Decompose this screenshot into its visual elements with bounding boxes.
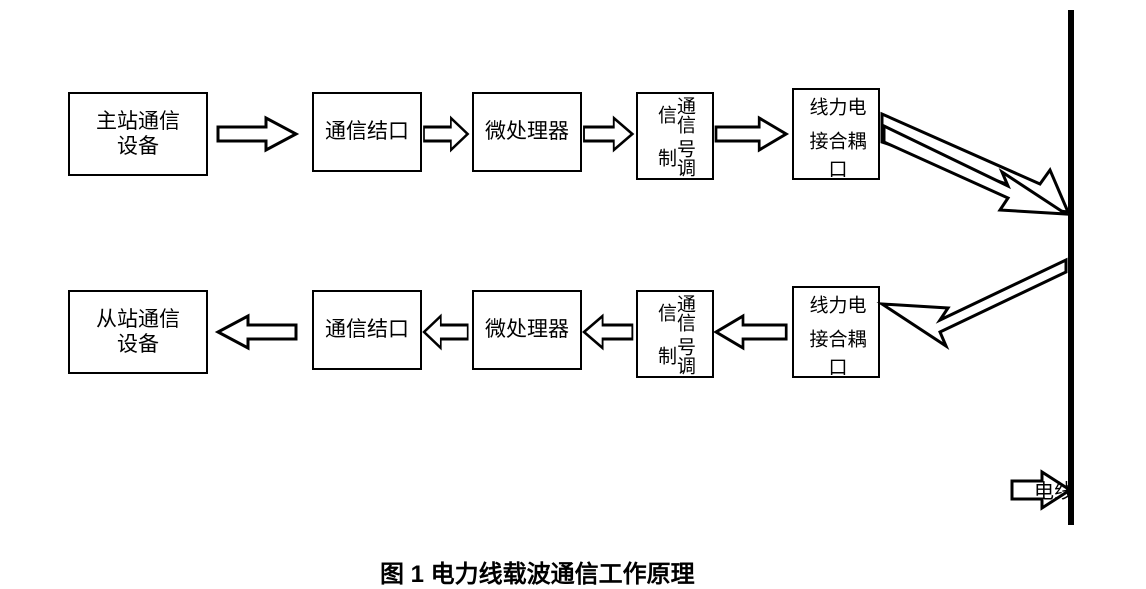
node-label-vertical: 通信信 号调制 bbox=[656, 292, 694, 376]
diagram-container: 主站通信 设备 通信结口 微处理器 通信信 号调制 电力线 耦合接 口 从站通信… bbox=[0, 0, 1146, 588]
node-coupler-2: 电力线 耦合接 口 bbox=[792, 286, 880, 378]
node-master-comm: 主站通信 设备 bbox=[68, 92, 208, 176]
node-label-vertical: 通信信 号调制 bbox=[656, 94, 694, 178]
figure-caption: 图 1 电力线载波通信工作原理 bbox=[380, 554, 695, 589]
node-mod-2: 通信信 号调制 bbox=[636, 290, 714, 378]
arrow-bottom-diag bbox=[882, 260, 1066, 346]
arrow-bot-1 bbox=[218, 316, 296, 348]
arrow-diag-top bbox=[884, 124, 1068, 214]
node-label: 通信结口 bbox=[325, 317, 409, 342]
node-mcu-2: 微处理器 bbox=[472, 290, 582, 370]
node-slave-comm: 从站通信 设备 bbox=[68, 290, 208, 374]
node-label: 微处理器 bbox=[485, 317, 569, 342]
node-comm-if-2: 通信结口 bbox=[312, 290, 422, 370]
node-comm-if-1: 通信结口 bbox=[312, 92, 422, 172]
arrow-bot-4 bbox=[716, 316, 786, 348]
arrow-line-to-bottom bbox=[884, 244, 1066, 332]
arrow-bot-3 bbox=[584, 316, 632, 348]
arrow-top-4 bbox=[716, 118, 786, 150]
node-mcu-1: 微处理器 bbox=[472, 92, 582, 172]
arrow-top-to-line bbox=[882, 114, 1068, 212]
arrow-top-2 bbox=[424, 118, 468, 150]
arrow-bot-2 bbox=[424, 316, 468, 348]
node-coupler-1: 电力线 耦合接 口 bbox=[792, 88, 880, 180]
node-label: 从站通信 设备 bbox=[96, 307, 180, 357]
node-label: 主站通信 设备 bbox=[96, 109, 180, 159]
arrow-top-3 bbox=[584, 118, 632, 150]
node-label-vertical: 电力线 耦合接 口 bbox=[808, 90, 865, 178]
node-mod-1: 通信信 号调制 bbox=[636, 92, 714, 180]
node-label: 通信结口 bbox=[325, 119, 409, 144]
arrow-top-1 bbox=[218, 118, 296, 150]
arrow-top-diag bbox=[884, 126, 1066, 214]
node-label-vertical: 电力线 耦合接 口 bbox=[808, 288, 865, 376]
node-label: 微处理器 bbox=[485, 119, 569, 144]
power-line bbox=[1068, 10, 1074, 525]
wire-label-box bbox=[1020, 470, 1080, 510]
